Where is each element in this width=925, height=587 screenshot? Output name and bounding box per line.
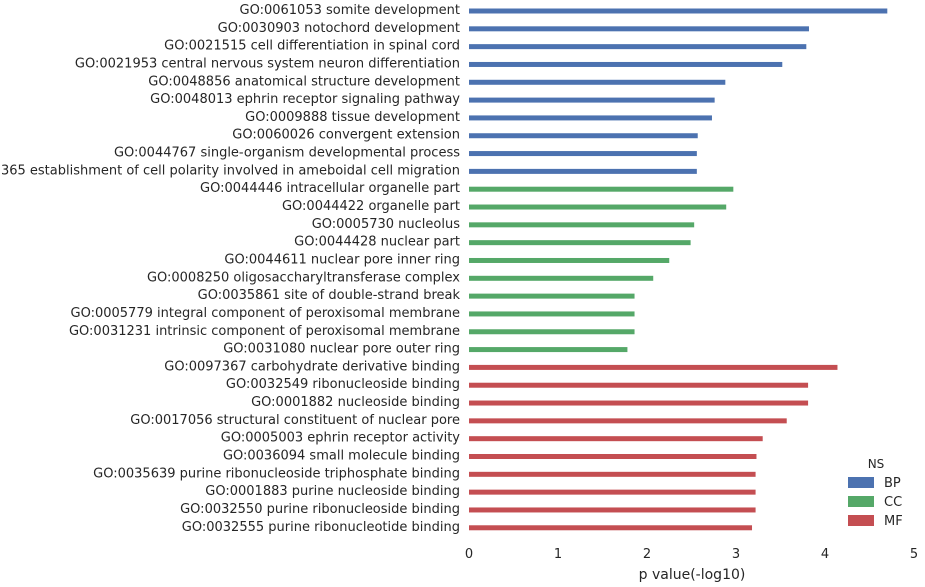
legend-swatch-cc (848, 496, 874, 507)
bar-mf (469, 525, 753, 531)
category-label: GO:0017056 structural constituent of nuc… (130, 413, 460, 428)
category-label: GO:0048856 anatomical structure developm… (148, 74, 460, 89)
x-tick-labels-group: 0 1 2 3 4 5 (465, 547, 918, 562)
bar-cc (469, 257, 670, 263)
x-tick-label: 3 (732, 547, 740, 562)
category-label: GO:0060026 convergent extension (232, 128, 460, 143)
category-label: GO:0035639 purine ribonucleoside triphos… (93, 466, 460, 481)
bar-mf (469, 471, 756, 477)
category-label: GO:0044446 intracellular organelle part (200, 181, 460, 196)
legend: NS BP CC MF (848, 457, 903, 529)
category-label: GO:0097367 carbohydrate derivative bindi… (164, 359, 460, 374)
bar-bp (469, 26, 809, 32)
bar-mf (469, 400, 809, 406)
bar-bp (469, 44, 807, 50)
bar-bp (469, 61, 783, 67)
bar-mf (469, 418, 787, 424)
category-label: GO:0044422 organelle part (282, 199, 460, 214)
bar-mf (469, 489, 756, 495)
category-label: GO:0044428 nuclear part (294, 235, 460, 250)
category-label: GO:0003365 establishment of cell polarit… (0, 163, 460, 178)
legend-swatch-bp (848, 477, 874, 488)
legend-label-cc: CC (884, 495, 902, 510)
legend-title: NS (868, 457, 885, 471)
category-label: GO:0009888 tissue development (245, 110, 460, 125)
bar-cc (469, 347, 628, 353)
category-label: GO:0031231 intrinsic component of peroxi… (69, 324, 460, 339)
bar-cc (469, 329, 635, 335)
category-label: GO:0036094 small molecule binding (223, 449, 460, 464)
category-label: GO:0044767 single-organism developmental… (114, 146, 460, 161)
category-label: GO:0005779 integral component of peroxis… (71, 306, 460, 321)
category-label: GO:0044611 nuclear pore inner ring (224, 252, 460, 267)
bar-mf (469, 454, 757, 459)
category-label: GO:0001883 purine nucleoside binding (205, 484, 460, 499)
category-label: GO:0032550 purine ribonucleoside binding (180, 502, 460, 517)
category-labels-group: GO:0061053 somite development GO:0030903 … (0, 3, 460, 535)
bar-bp (469, 168, 697, 174)
legend-label-bp: BP (884, 476, 901, 491)
category-label: GO:0021953 central nervous system neuron… (75, 56, 460, 71)
bar-mf (469, 364, 838, 370)
bar-bp (469, 151, 697, 157)
bar-cc (469, 222, 695, 228)
category-label: GO:0048013 ephrin receptor signaling pat… (150, 92, 460, 107)
bar-bp (469, 133, 698, 139)
bar-mf (469, 436, 763, 442)
bar-cc (469, 275, 654, 281)
bar-cc (469, 186, 734, 192)
bar-cc (469, 293, 635, 299)
bar-cc (469, 240, 691, 246)
legend-entries: BP CC MF (848, 476, 903, 529)
legend-label-mf: MF (884, 514, 903, 529)
x-tick-label: 2 (643, 547, 651, 562)
category-label: GO:0001882 nucleoside binding (251, 395, 460, 410)
bar-mf (469, 507, 756, 513)
x-axis-title: p value(-log10) (639, 567, 746, 583)
category-label: GO:0030903 notochord development (218, 21, 460, 36)
category-label: GO:0032549 ribonucleoside binding (226, 377, 460, 392)
bar-cc (469, 311, 635, 317)
bars-group (469, 8, 888, 531)
category-label: GO:0005730 nucleolus (312, 217, 461, 232)
category-label: GO:0061053 somite development (240, 3, 460, 18)
category-label: GO:0035861 site of double-strand break (198, 288, 461, 303)
bar-bp (469, 8, 888, 14)
x-tick-label: 5 (910, 547, 918, 562)
category-label: GO:0005003 ephrin receptor activity (221, 431, 461, 446)
x-tick-label: 1 (554, 547, 562, 562)
bar-bp (469, 79, 726, 85)
bar-bp (469, 97, 715, 103)
category-label: GO:0031080 nuclear pore outer ring (223, 342, 460, 357)
category-label: GO:0021515 cell differentiation in spina… (164, 39, 460, 54)
x-tick-label: 0 (465, 547, 473, 562)
legend-swatch-mf (848, 515, 874, 526)
bar-cc (469, 204, 727, 210)
bar-bp (469, 115, 712, 121)
x-tick-label: 4 (821, 547, 829, 562)
category-label: GO:0032555 purine ribonucleotide binding (182, 520, 460, 535)
category-label: GO:0008250 oligosaccharyltransferase com… (147, 270, 460, 285)
bar-mf (469, 382, 809, 388)
